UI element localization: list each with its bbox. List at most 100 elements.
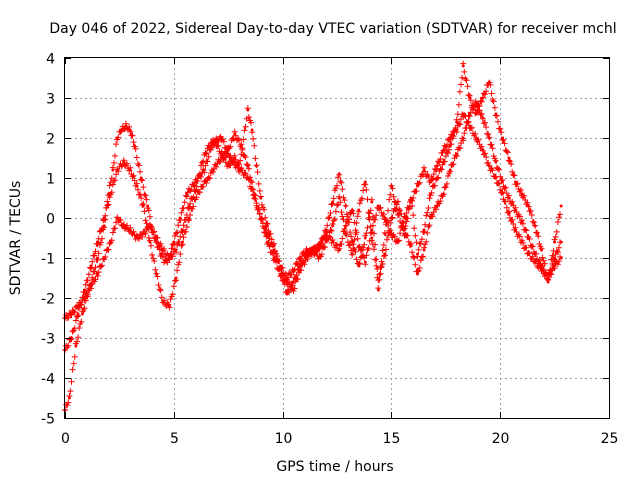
data-point <box>494 112 498 116</box>
data-point <box>429 192 433 196</box>
data-point <box>435 204 439 208</box>
data-point <box>89 264 93 268</box>
data-point <box>148 240 152 244</box>
data-point <box>559 204 563 208</box>
series-track-b <box>62 98 563 321</box>
data-point <box>318 256 322 260</box>
y-tick-label: 4 <box>46 52 55 68</box>
data-point <box>187 204 191 208</box>
data-point <box>396 212 400 216</box>
data-point <box>331 224 335 228</box>
data-point <box>409 244 413 248</box>
y-tick-label: -3 <box>41 332 55 348</box>
data-point <box>376 276 380 280</box>
data-point <box>70 312 74 316</box>
data-point <box>291 268 295 272</box>
data-point <box>370 236 374 240</box>
data-point <box>135 184 139 188</box>
data-point <box>167 304 171 308</box>
data-point <box>500 180 504 184</box>
data-point <box>298 264 302 268</box>
data-point <box>154 236 158 240</box>
data-point <box>520 220 524 224</box>
y-tick-label: 0 <box>46 212 55 228</box>
data-point <box>246 108 250 112</box>
y-tick-label: 1 <box>46 172 55 188</box>
data-point <box>435 164 439 168</box>
data-point <box>363 260 367 264</box>
data-point <box>370 200 374 204</box>
data-point <box>468 124 472 128</box>
data-point <box>442 192 446 196</box>
data-point <box>487 80 491 84</box>
data-point <box>305 248 309 252</box>
data-point <box>115 168 119 172</box>
data-point <box>416 184 420 188</box>
data-point <box>202 168 206 172</box>
y-tick-label: -5 <box>41 412 55 428</box>
data-point <box>526 252 530 256</box>
data-point <box>181 240 185 244</box>
data-point <box>272 248 276 252</box>
series-markers <box>62 98 563 321</box>
data-point <box>383 232 387 236</box>
data-point <box>507 196 511 200</box>
data-point <box>494 160 498 164</box>
data-point <box>448 136 452 140</box>
series-markers <box>62 111 563 353</box>
y-tick-label: -2 <box>41 292 55 308</box>
data-point <box>174 276 178 280</box>
data-point <box>102 256 106 260</box>
data-point <box>559 256 563 260</box>
data-point <box>468 96 472 100</box>
data-point <box>416 272 420 276</box>
data-point <box>200 160 204 164</box>
data-point <box>161 300 165 304</box>
data-point <box>83 288 87 292</box>
data-point <box>285 292 289 296</box>
y-axis-label: SDTVAR / TECUs <box>8 181 24 296</box>
data-point <box>474 112 478 116</box>
data-point <box>402 216 406 220</box>
y-tick-label: -4 <box>41 372 55 388</box>
data-point <box>461 112 465 116</box>
data-point <box>461 64 465 68</box>
data-point <box>553 240 557 244</box>
data-point <box>254 164 258 168</box>
data-point <box>487 164 491 168</box>
data-point <box>141 232 145 236</box>
data-point <box>481 96 485 100</box>
data-point <box>272 256 276 260</box>
data-point <box>122 160 126 164</box>
data-point <box>533 252 537 256</box>
data-point <box>487 136 491 140</box>
data-point <box>500 136 504 140</box>
data-point <box>429 180 433 184</box>
data-point <box>448 144 452 148</box>
data-point <box>115 216 119 220</box>
data-point <box>128 168 132 172</box>
x-tick-label: 15 <box>383 431 401 447</box>
data-point <box>553 256 557 260</box>
data-point <box>363 180 367 184</box>
data-point <box>226 148 230 152</box>
data-point <box>357 264 361 268</box>
data-point <box>331 200 335 204</box>
data-point <box>102 224 106 228</box>
y-axis: -5 -4 -3 -2 -1 0 1 2 3 4 <box>41 52 609 428</box>
data-point <box>396 200 400 204</box>
data-point <box>409 200 413 204</box>
data-point <box>89 284 93 288</box>
data-point <box>513 208 517 212</box>
data-point <box>76 312 80 316</box>
data-points <box>62 60 563 413</box>
data-point <box>252 192 256 196</box>
chart-title: Day 046 of 2022, Sidereal Day-to-day VTE… <box>49 21 616 37</box>
data-point <box>455 152 459 156</box>
data-point <box>154 240 158 244</box>
data-point <box>422 168 426 172</box>
data-point <box>298 256 302 260</box>
data-point <box>455 128 459 132</box>
x-tick-label: 25 <box>601 431 619 447</box>
data-point <box>96 256 100 260</box>
